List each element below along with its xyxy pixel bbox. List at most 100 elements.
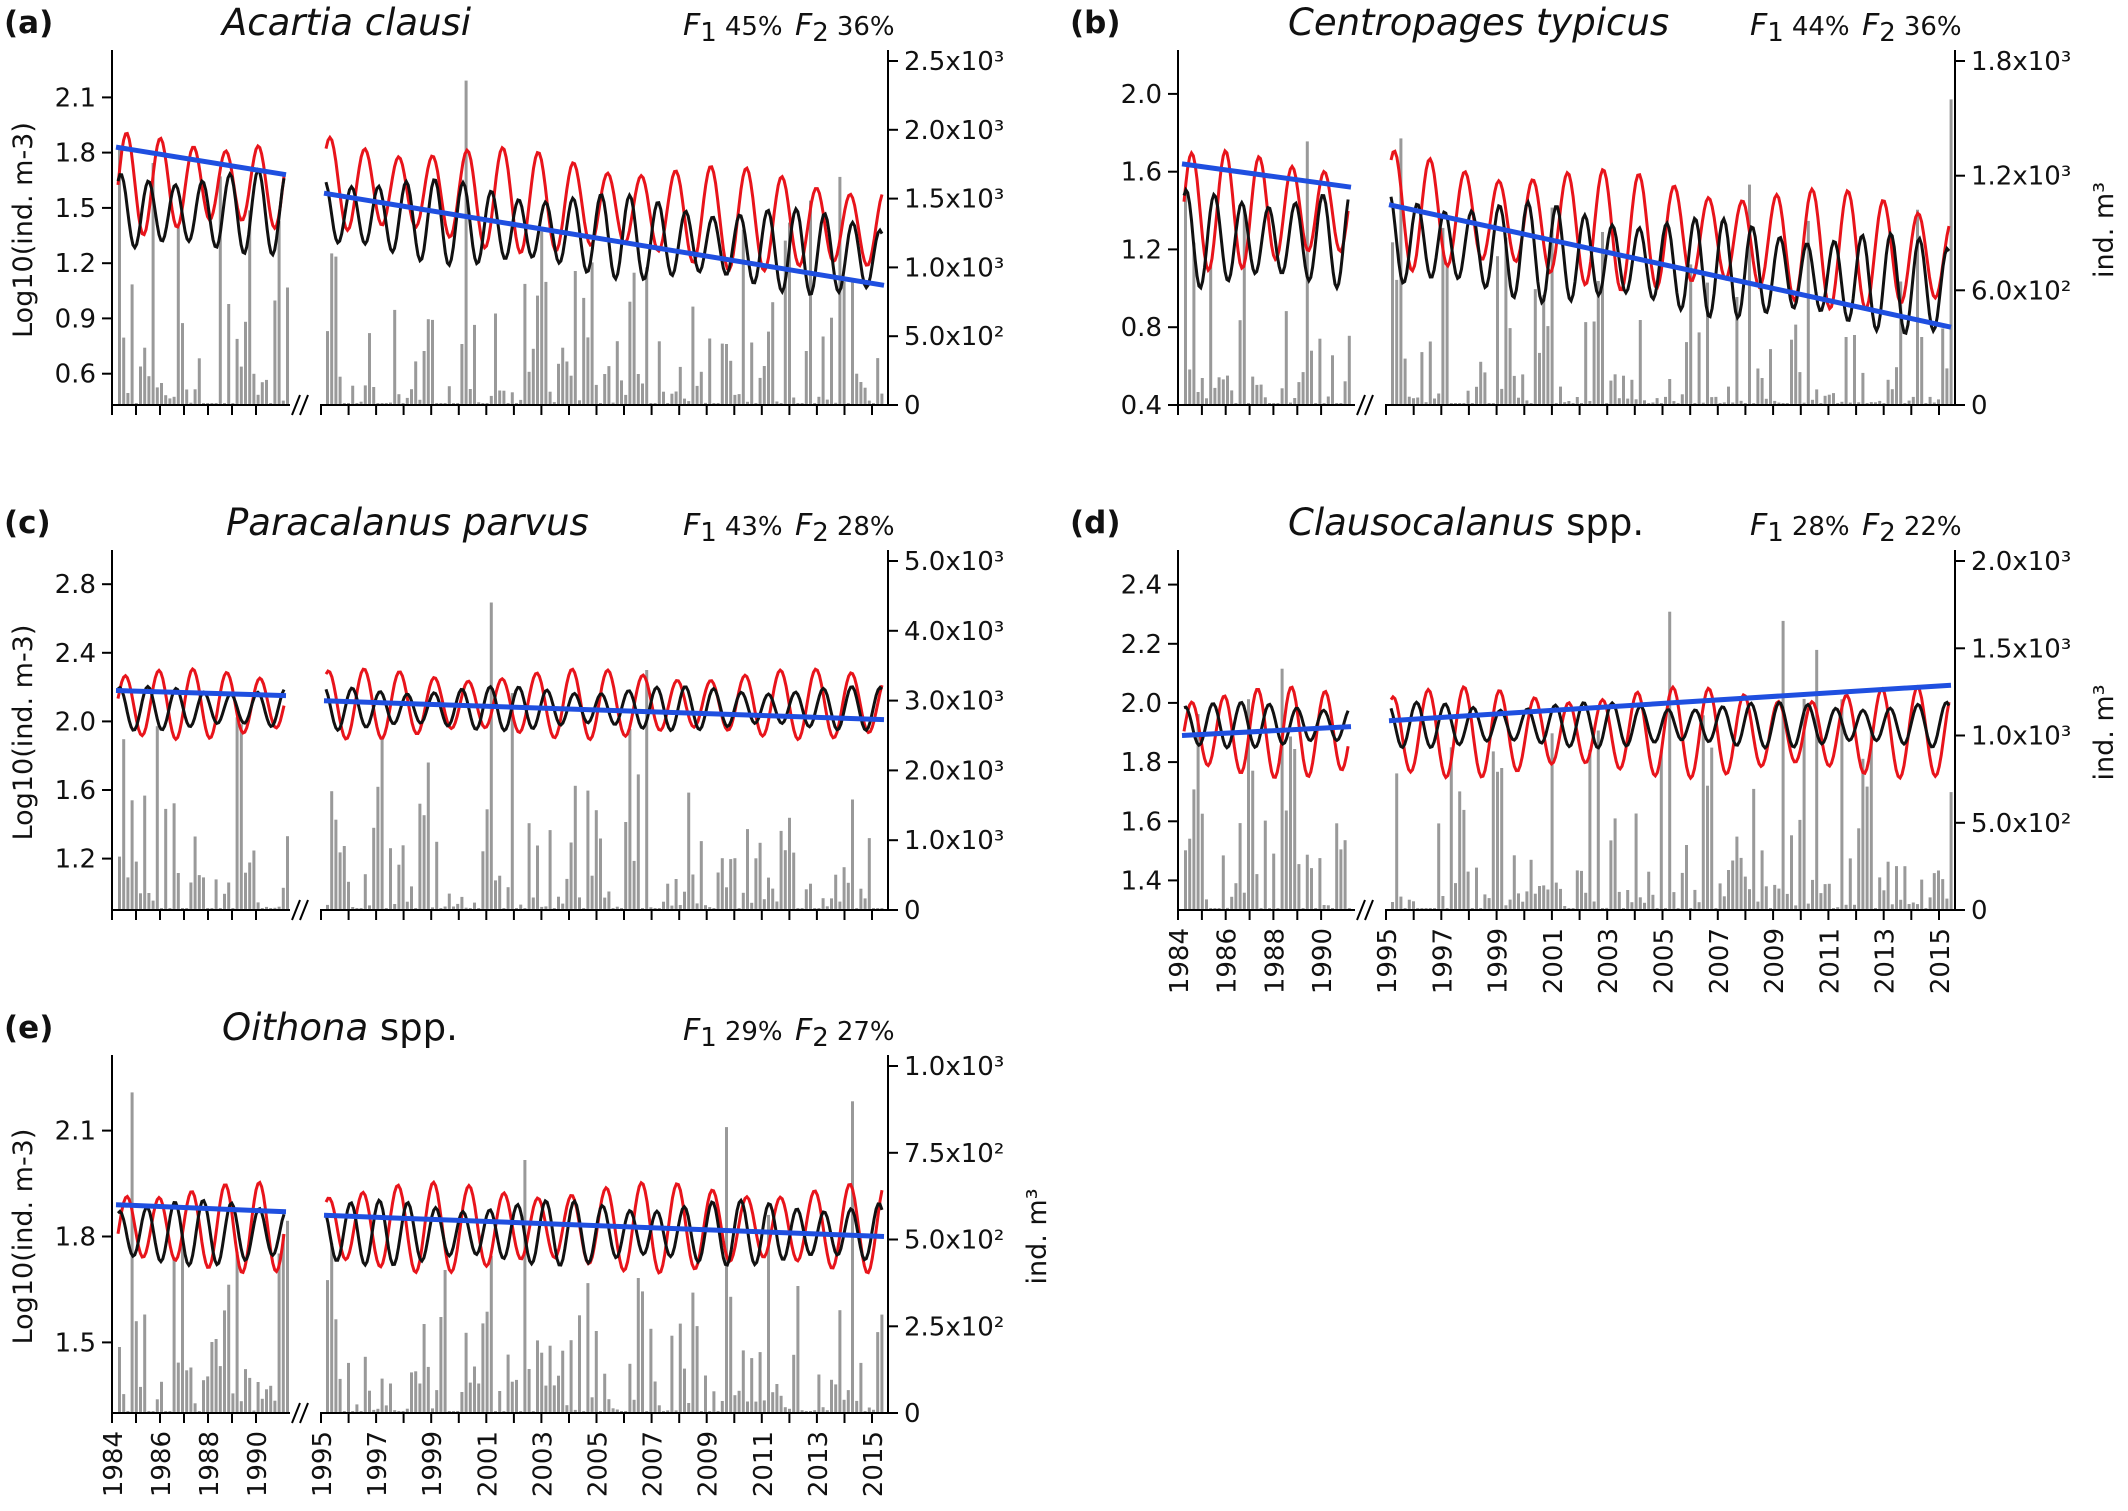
abundance-bar	[477, 402, 481, 405]
abundance-bar	[176, 873, 180, 910]
x-tick-label: 2009	[694, 1431, 724, 1497]
abundance-bar	[1403, 358, 1407, 405]
abundance-bar	[431, 319, 434, 405]
y-tick-label: 2.2	[1121, 630, 1162, 660]
abundance-bar	[1575, 397, 1579, 405]
abundance-bar	[384, 1405, 388, 1413]
abundance-bar	[227, 882, 231, 910]
abundance-bar	[540, 231, 544, 405]
abundance-bar	[223, 893, 226, 910]
abundance-bar	[1441, 227, 1445, 405]
abundance-bar	[422, 1324, 426, 1413]
f2-percent: F2 22%	[1862, 508, 1962, 548]
abundance-bar	[1588, 401, 1592, 405]
abundance-bar	[813, 1410, 817, 1413]
abundance-bar	[683, 1368, 686, 1413]
abundance-bar	[269, 1385, 273, 1413]
species-suffix: spp.	[1554, 501, 1644, 544]
y-tick-label: 0.6	[55, 360, 96, 390]
abundance-bar	[809, 883, 812, 910]
abundance-bar	[1739, 400, 1743, 405]
abundance-bar	[1343, 840, 1347, 910]
abundance-bar	[1567, 401, 1571, 405]
abundance-bar	[1798, 372, 1802, 405]
abundance-bar	[1630, 379, 1634, 405]
abundance-bar	[674, 1410, 678, 1413]
abundance-bar	[624, 822, 628, 910]
abundance-bar	[151, 900, 155, 910]
abundance-bar	[1205, 899, 1208, 910]
abundance-bar	[389, 1383, 392, 1413]
abundance-bars	[118, 80, 884, 405]
abundance-bar	[1533, 893, 1537, 910]
abundance-bar	[368, 1390, 371, 1413]
abundance-bar	[1601, 232, 1604, 405]
x-tick-label: 2013	[1871, 928, 1901, 994]
abundance-bar	[1890, 389, 1894, 405]
abundance-bar	[1626, 398, 1630, 405]
abundance-bar	[239, 1401, 243, 1413]
abundance-bar	[239, 724, 243, 910]
abundance-bar	[134, 1321, 138, 1413]
trend-line	[115, 1202, 287, 1215]
abundance-bar	[775, 401, 779, 405]
abundance-bar	[1596, 281, 1600, 405]
f1-percent: F1 45%	[683, 8, 783, 48]
y-tick-label: 2.0	[1121, 689, 1162, 719]
abundance-bar	[460, 896, 464, 910]
abundance-bar	[143, 795, 147, 910]
abundance-bar	[708, 338, 712, 405]
abundance-bar	[326, 331, 329, 405]
abundance-bar	[725, 887, 728, 910]
abundance-bar	[1697, 332, 1701, 405]
abundance-bar	[1289, 736, 1292, 910]
abundance-bar	[1504, 905, 1508, 910]
abundance-bar	[1335, 823, 1339, 910]
abundance-bar	[1395, 279, 1399, 405]
abundance-bar	[1815, 649, 1819, 910]
abundance-bar	[611, 402, 615, 405]
abundance-bar	[825, 906, 829, 910]
abundance-bar	[615, 906, 619, 910]
abundance-bar	[733, 858, 737, 910]
abundance-bar	[1756, 368, 1760, 405]
abundance-bar	[1251, 376, 1255, 405]
abundance-bar	[1255, 874, 1259, 910]
abundance-bar	[872, 1409, 875, 1413]
abundance-bar	[176, 1362, 180, 1413]
abundance-bar	[1664, 396, 1667, 405]
x-tick-label: 1986	[1213, 928, 1243, 994]
abundance-bar	[1722, 402, 1726, 405]
abundance-bar	[729, 859, 733, 910]
abundance-bar	[590, 1397, 594, 1413]
abundance-bar	[248, 210, 252, 405]
abundance-bar	[683, 398, 686, 405]
abundance-bar	[244, 321, 247, 405]
abundance-bar	[1504, 237, 1508, 405]
abundance-bar	[227, 304, 231, 405]
abundance-bar	[414, 1371, 418, 1413]
abundance-bar	[1672, 401, 1676, 405]
abundance-bar	[586, 790, 590, 910]
abundance-bar	[1626, 890, 1630, 910]
abundance-bar	[351, 907, 355, 910]
abundance-bar	[1538, 352, 1541, 405]
abundance-bar	[1647, 871, 1651, 910]
abundance-bar	[1710, 397, 1714, 405]
abundance-bar	[1911, 902, 1915, 910]
abundance-bar	[569, 375, 573, 405]
abundance-bar	[1272, 853, 1276, 910]
abundance-bar	[846, 882, 850, 910]
abundance-bar	[775, 901, 779, 910]
abundance-bar	[1596, 730, 1600, 910]
abundance-bar	[1895, 866, 1898, 910]
abundance-bar	[779, 1395, 783, 1413]
abundance-bar	[1773, 884, 1777, 910]
abundance-bar	[825, 1410, 829, 1413]
abundance-bar	[1836, 907, 1840, 910]
y2-tick-label: 1.2x10³	[1971, 162, 2071, 192]
y2-tick-label: 2.0x10³	[1971, 547, 2071, 577]
abundance-bar	[248, 862, 252, 910]
abundance-bar	[363, 1356, 367, 1413]
